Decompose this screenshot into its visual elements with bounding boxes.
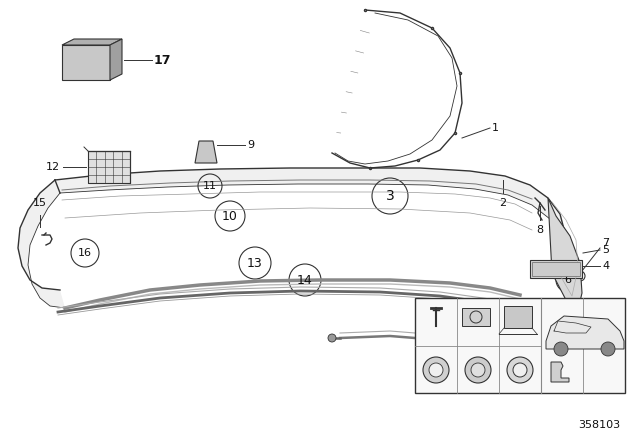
Polygon shape — [551, 362, 569, 382]
Bar — [88, 151, 130, 183]
Text: 7: 7 — [602, 238, 609, 248]
Circle shape — [554, 342, 568, 356]
Text: 6: 6 — [501, 302, 506, 311]
Circle shape — [601, 342, 615, 356]
Text: 3: 3 — [543, 380, 548, 389]
Text: 11: 11 — [459, 302, 470, 311]
Circle shape — [429, 363, 443, 377]
Text: 1: 1 — [492, 123, 499, 133]
Text: 9: 9 — [247, 140, 254, 150]
Polygon shape — [55, 168, 566, 256]
Text: 3: 3 — [386, 189, 394, 203]
Text: 6: 6 — [564, 275, 572, 285]
Bar — [462, 308, 490, 326]
Polygon shape — [62, 45, 110, 80]
Bar — [415, 298, 625, 393]
Polygon shape — [195, 141, 217, 163]
Polygon shape — [546, 316, 624, 349]
Bar — [504, 306, 532, 328]
Bar — [532, 262, 580, 276]
Text: 13: 13 — [459, 380, 470, 389]
Bar — [530, 260, 582, 278]
Polygon shape — [110, 39, 122, 80]
Circle shape — [328, 334, 336, 342]
Text: 14: 14 — [297, 273, 313, 287]
Circle shape — [513, 363, 527, 377]
Circle shape — [507, 357, 533, 383]
Text: 11: 11 — [203, 181, 217, 191]
Text: 16: 16 — [78, 248, 92, 258]
Text: 5: 5 — [602, 245, 609, 255]
Polygon shape — [548, 198, 582, 310]
Text: 4: 4 — [602, 261, 609, 271]
Text: 12: 12 — [46, 162, 60, 172]
Text: 15: 15 — [33, 198, 47, 208]
Circle shape — [465, 357, 491, 383]
Text: 14: 14 — [417, 302, 428, 311]
Polygon shape — [18, 180, 65, 308]
Text: 13: 13 — [247, 257, 263, 270]
Text: 2: 2 — [499, 198, 507, 208]
Text: 16: 16 — [417, 380, 428, 389]
Text: 358103: 358103 — [578, 420, 620, 430]
Text: 8: 8 — [536, 225, 543, 235]
Text: 17: 17 — [154, 53, 172, 66]
Text: 10: 10 — [222, 210, 238, 223]
Circle shape — [471, 363, 485, 377]
Text: 10: 10 — [501, 380, 511, 389]
Circle shape — [423, 357, 449, 383]
Polygon shape — [62, 39, 122, 45]
